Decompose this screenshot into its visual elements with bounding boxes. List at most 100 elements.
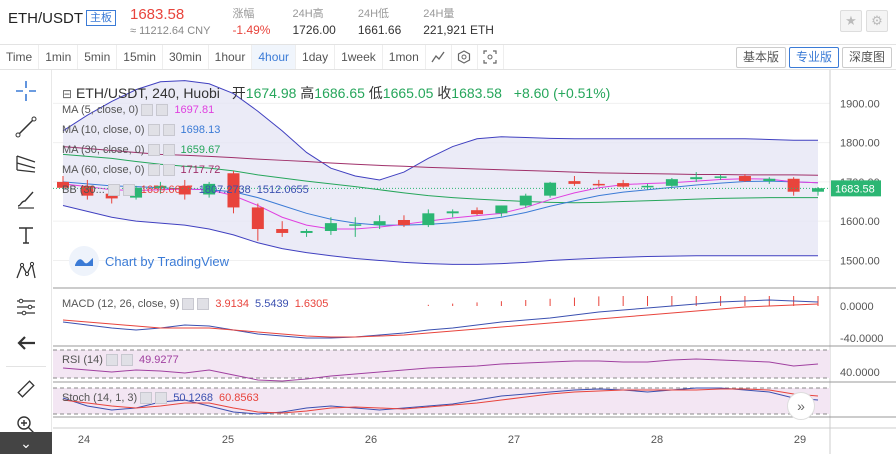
candle-body xyxy=(544,182,557,196)
indicator-name: BB (30... xyxy=(62,184,105,196)
indicator-close-icon[interactable] xyxy=(162,124,175,136)
indicator-value: 60.8563 xyxy=(218,392,259,404)
indicator-value: 1659.67 xyxy=(180,144,221,156)
stoch-d-line xyxy=(62,388,819,414)
timeframe-7[interactable]: 1day xyxy=(296,45,336,69)
macd-legend[interactable]: MACD (12, 26, close, 9) 3.9134 5.5439 1.630… xyxy=(62,298,328,310)
indicator-close-icon[interactable] xyxy=(197,298,210,310)
rsi-legend[interactable]: RSI (14) 49.9277 xyxy=(62,354,179,366)
indicator-legend-4[interactable]: BB (30... 1659.6697 1807.2738 1512.0655 xyxy=(62,184,309,196)
stoch-k-line xyxy=(62,387,819,415)
bollinger-upper xyxy=(62,80,818,181)
indicator-value: 5.5439 xyxy=(255,298,289,310)
candle-body xyxy=(665,179,678,186)
top-icons: ★ ⚙ xyxy=(840,10,888,32)
stat-value: 1661.66 xyxy=(357,23,402,37)
candle-body xyxy=(57,181,69,188)
indicator-name: MA (60, close, 0) xyxy=(62,164,145,176)
collapse-legend-icon[interactable]: ⊟ xyxy=(62,87,73,101)
view-button-1[interactable]: 专业版 xyxy=(788,47,839,68)
candle-body xyxy=(397,219,410,226)
timeframe-5[interactable]: 1hour xyxy=(209,45,253,69)
indicator-close-icon[interactable] xyxy=(162,144,175,156)
pair-name[interactable]: ETH/USDT 主板 xyxy=(8,10,116,27)
view-button-2[interactable]: 深度图 xyxy=(841,47,892,68)
candle-body xyxy=(203,183,216,195)
candle-body xyxy=(641,185,654,188)
candle-body xyxy=(251,207,264,230)
indicator-settings-icon[interactable] xyxy=(182,298,195,310)
indicator-value: 3.9134 xyxy=(215,298,250,310)
candle-body xyxy=(714,176,727,178)
brush-icon[interactable] xyxy=(13,186,39,212)
stoch-legend[interactable]: Stoch (14, 1, 3) 50.1268 60.8563 xyxy=(62,392,259,404)
view-button-0[interactable]: 基本版 xyxy=(735,47,786,68)
candle-body xyxy=(568,181,581,184)
chart-area[interactable]: 1900.001800.001700.001600.001500.001683.… xyxy=(53,70,896,454)
timeframe-1[interactable]: 1min xyxy=(39,45,79,69)
ticker-stats: 涨幅 -1.49% 24H高 1726.00 24H低 1661.66 24H量 221,92… xyxy=(210,0,494,38)
candle-body xyxy=(154,185,167,188)
indicator-legend-2[interactable]: MA (30, close, 0) 1659.67 xyxy=(62,144,220,156)
timeframe-4[interactable]: 30min xyxy=(163,45,209,69)
candle-body xyxy=(130,187,143,198)
candle-body xyxy=(471,210,484,215)
indicator-legend-0[interactable]: MA (5, close, 0) 1697.81 xyxy=(62,104,214,116)
text-tool-icon[interactable] xyxy=(13,222,39,248)
indicator-name: MA (5, close, 0) xyxy=(62,104,139,116)
stat-3: 24H量 221,921 ETH xyxy=(423,6,494,38)
indicator-legend-1[interactable]: MA (10, close, 0) 1698.13 xyxy=(62,124,220,136)
candle-body xyxy=(495,205,508,214)
last-price: 1683.58 xyxy=(130,6,185,23)
indicator-settings-icon[interactable] xyxy=(147,144,160,156)
indicator-value: 1717.72 xyxy=(180,164,221,176)
indicator-legend-3[interactable]: MA (60, close, 0) 1717.72 xyxy=(62,164,220,176)
settings-hex-icon[interactable] xyxy=(452,45,478,69)
timeframe-3[interactable]: 15min xyxy=(117,45,163,69)
fullscreen-icon[interactable] xyxy=(478,45,504,69)
indicator-close-icon[interactable] xyxy=(162,164,175,176)
candle-body xyxy=(519,195,532,206)
x-tick-label: 28 xyxy=(651,434,663,446)
macd-signal-line xyxy=(62,303,819,338)
ma30-line xyxy=(62,153,818,204)
indicator-settings-icon[interactable] xyxy=(105,354,118,366)
tradingview-logo-icon xyxy=(69,246,99,276)
back-arrow-icon[interactable] xyxy=(13,330,39,356)
measure-tool-icon[interactable] xyxy=(13,294,39,320)
stat-label: 24H低 xyxy=(357,8,390,20)
timeframe-6[interactable]: 4hour xyxy=(252,45,297,69)
pattern-tool-icon[interactable] xyxy=(13,258,39,284)
indicator-icon[interactable] xyxy=(426,45,452,69)
x-tick-label: 29 xyxy=(794,434,806,446)
indicator-close-icon[interactable] xyxy=(122,184,135,196)
timeframe-2[interactable]: 5min xyxy=(78,45,118,69)
trend-line-icon[interactable] xyxy=(13,114,39,140)
candle-body xyxy=(81,185,94,196)
collapse-toolbar-icon[interactable]: ⌄ xyxy=(0,432,52,454)
favorite-star-icon[interactable]: ★ xyxy=(840,10,862,32)
candle-body xyxy=(349,224,362,226)
timeframe-9[interactable]: 1mon xyxy=(383,45,426,69)
settings-gear-icon[interactable]: ⚙ xyxy=(866,10,888,32)
fork-tool-icon[interactable] xyxy=(13,150,39,176)
tradingview-watermark[interactable]: Chart by TradingView xyxy=(69,246,229,276)
timeframe-0[interactable]: Time xyxy=(0,45,40,69)
indicator-close-icon[interactable] xyxy=(156,104,169,116)
candle-body xyxy=(812,188,824,192)
price-chart[interactable]: 1900.001800.001700.001600.001500.001683.… xyxy=(53,70,896,454)
timeframe-8[interactable]: 1week xyxy=(335,45,383,69)
indicator-close-icon[interactable] xyxy=(155,392,168,404)
crosshair-icon[interactable] xyxy=(13,78,39,104)
indicator-settings-icon[interactable] xyxy=(140,392,153,404)
expand-panel-icon[interactable]: » xyxy=(787,392,815,420)
indicator-settings-icon[interactable] xyxy=(147,124,160,136)
indicator-close-icon[interactable] xyxy=(120,354,133,366)
ruler-icon[interactable] xyxy=(13,376,39,402)
macd-tick: -40.0000 xyxy=(840,333,883,345)
indicator-settings-icon[interactable] xyxy=(107,184,120,196)
indicator-settings-icon[interactable] xyxy=(141,104,154,116)
stat-2: 24H低 1661.66 xyxy=(358,6,401,38)
candle-body xyxy=(178,185,191,195)
indicator-settings-icon[interactable] xyxy=(147,164,160,176)
